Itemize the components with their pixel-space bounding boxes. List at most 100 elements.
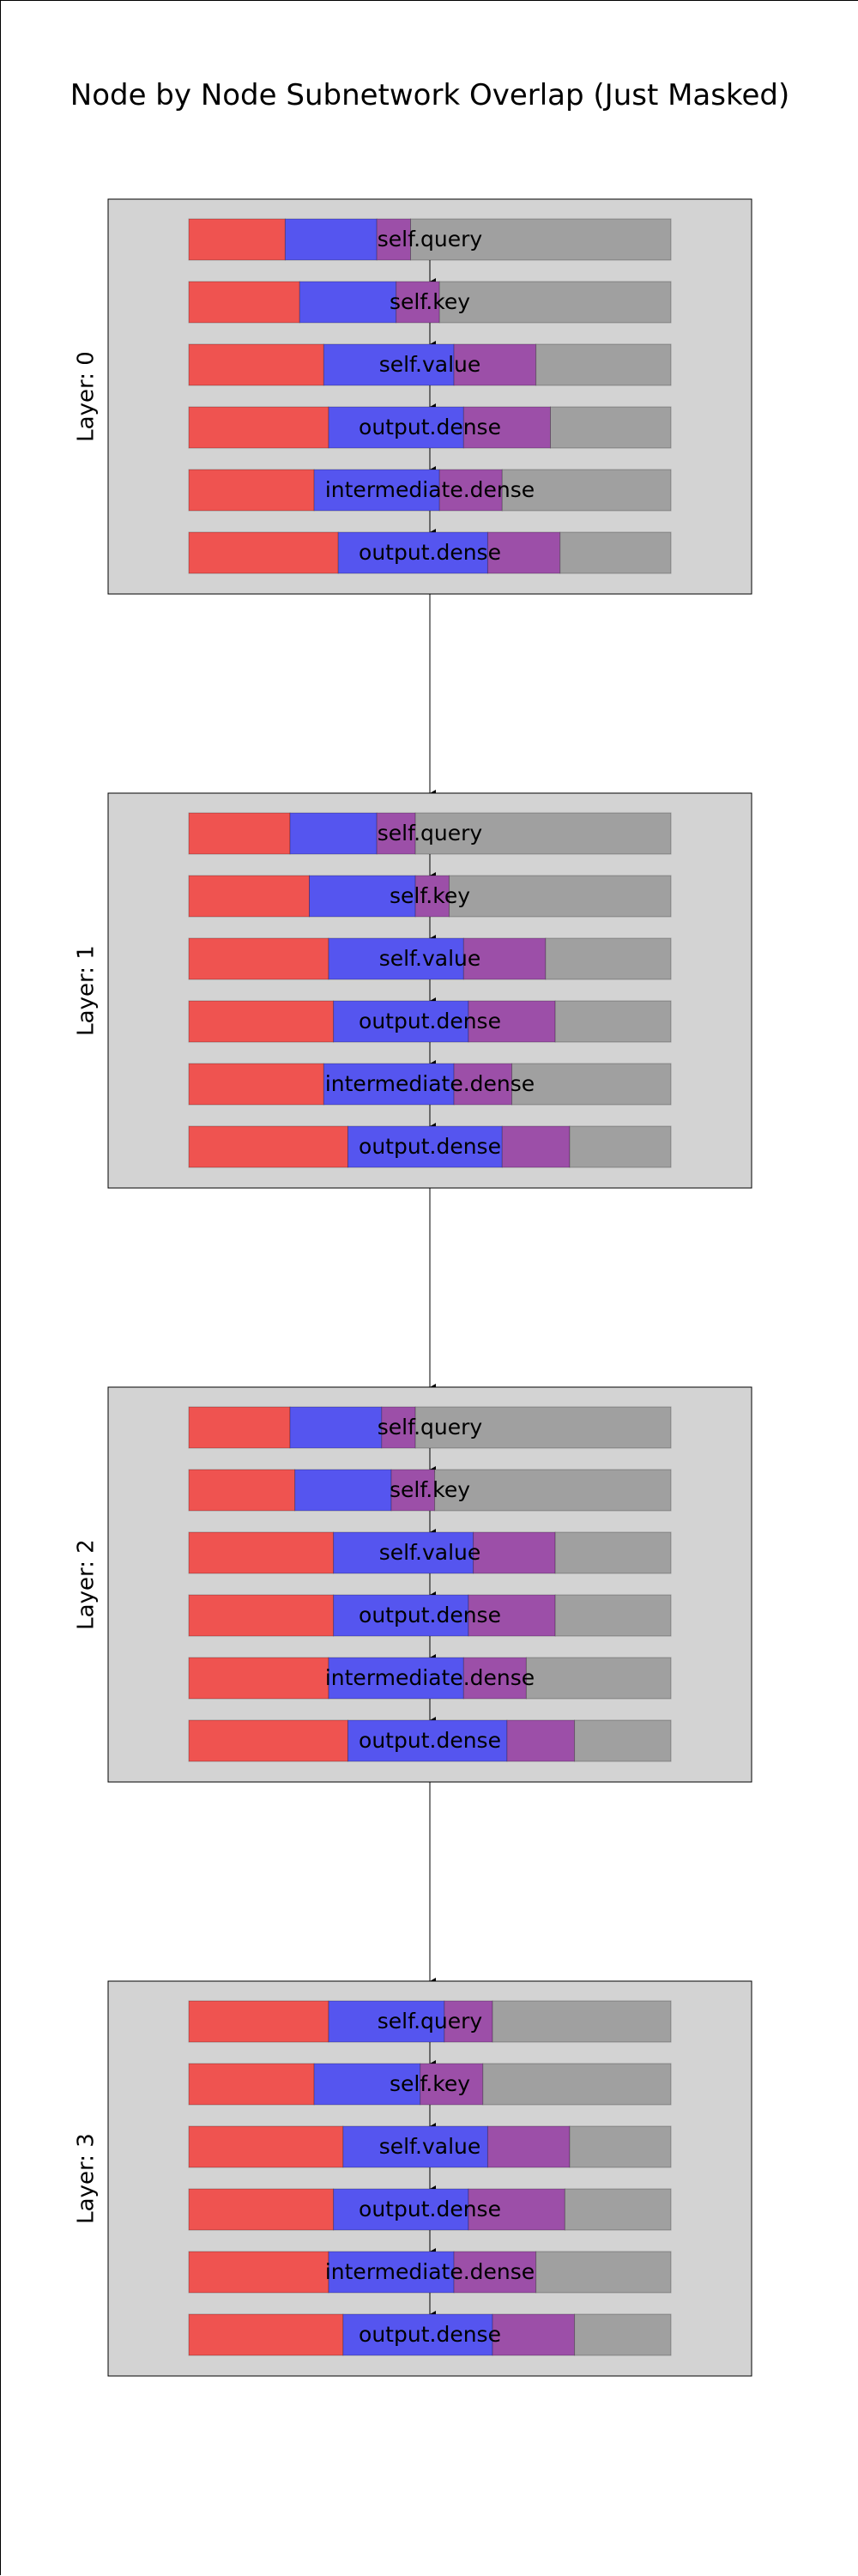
bar-segment-only-a xyxy=(188,1594,335,1637)
bar-segment-only-a xyxy=(188,2313,344,2356)
layer-label: Layer: 1 xyxy=(74,945,100,1036)
bar-segment-only-a xyxy=(188,343,324,386)
module-label: self.key xyxy=(390,289,470,314)
bar-segment-only-a xyxy=(188,875,310,918)
bar-segment-neither xyxy=(434,1469,672,1512)
module-label: self.query xyxy=(378,227,483,252)
bar-segment-only-a xyxy=(188,2000,329,2043)
bar-segment-only-a xyxy=(188,812,291,855)
bar-segment-only-a xyxy=(188,937,329,980)
bar-segment-only-a xyxy=(188,406,329,449)
layer-panel-3: Layer: 3 self.query self.key self.value outp… xyxy=(74,1980,752,2377)
bar-segment-neither xyxy=(535,2251,672,2294)
bar-segment-only-b xyxy=(328,2251,455,2294)
bar-segment-neither xyxy=(438,281,672,324)
bar-segment-only-b xyxy=(284,218,378,261)
bar-segment-only-b xyxy=(309,875,416,918)
bar-segment-neither xyxy=(569,1125,672,1168)
bar-segment-only-a xyxy=(188,1719,348,1762)
bar-segment-only-a xyxy=(188,1063,324,1106)
figure-title: Node by Node Subnetwork Overlap (Just Ma… xyxy=(69,78,790,112)
bar-segment-only-b xyxy=(333,1531,474,1574)
bar-segment-neither xyxy=(501,469,672,512)
bar-segment-overlap xyxy=(462,937,547,980)
bar-segment-only-b xyxy=(337,531,488,574)
layer-label: Layer: 2 xyxy=(74,1539,100,1630)
layer-label: Layer: 3 xyxy=(74,2133,100,2224)
bar-segment-only-a xyxy=(188,2188,335,2231)
bar-segment-overlap xyxy=(381,1406,416,1449)
bar-segment-overlap xyxy=(453,343,537,386)
bar-segment-only-b xyxy=(342,2313,493,2356)
module-label: self.value xyxy=(379,946,481,971)
module-label: self.key xyxy=(390,883,470,908)
bar-segment-only-a xyxy=(188,1469,296,1512)
bar-segment-neither xyxy=(448,875,672,918)
module-label: intermediate.dense xyxy=(325,2259,535,2284)
module-label: self.value xyxy=(379,1540,481,1565)
bar-segment-only-b xyxy=(328,1657,464,1700)
bar-segment-neither xyxy=(511,1063,672,1106)
module-label: self.query xyxy=(378,821,483,846)
bar-segment-only-a xyxy=(188,2063,315,2106)
bar-segment-neither xyxy=(414,812,672,855)
bar-segment-only-b xyxy=(299,281,397,324)
module-label: intermediate.dense xyxy=(325,1071,535,1096)
module-label: self.key xyxy=(390,1477,470,1502)
module-label: output.dense xyxy=(359,540,501,565)
bar-segment-only-b xyxy=(289,1406,383,1449)
bar-segment-overlap xyxy=(453,1063,513,1106)
bar-segment-only-a xyxy=(188,531,339,574)
bar-segment-overlap xyxy=(376,812,416,855)
bar-segment-neither xyxy=(535,343,672,386)
bar-segment-overlap xyxy=(414,875,450,918)
bar-segment-only-a xyxy=(188,1000,335,1043)
bar-segment-only-b xyxy=(342,2125,488,2168)
module-label: self.value xyxy=(379,2134,481,2159)
bar-segment-neither xyxy=(554,1531,672,1574)
module-label: output.dense xyxy=(359,1134,501,1159)
bar-segment-neither xyxy=(492,2000,672,2043)
bar-segment-neither xyxy=(564,2188,672,2231)
layer-panel-2: Layer: 2 self.query self.key self.value outp… xyxy=(74,1386,752,1783)
bar-segment-only-b xyxy=(333,2188,469,2231)
bar-segment-only-b xyxy=(333,1000,469,1043)
bar-segment-only-b xyxy=(323,343,455,386)
bar-segment-only-a xyxy=(188,1406,291,1449)
module-label: output.dense xyxy=(359,1728,501,1753)
bar-segment-only-a xyxy=(188,218,286,261)
module-label: output.dense xyxy=(359,415,501,439)
bar-segment-overlap xyxy=(420,2063,484,2106)
bar-segment-only-a xyxy=(188,469,315,512)
bar-segment-only-b xyxy=(328,937,464,980)
module-label: output.dense xyxy=(359,2197,501,2221)
module-label: output.dense xyxy=(359,2322,501,2347)
bar-segment-overlap xyxy=(444,2000,493,2043)
bar-segment-only-a xyxy=(188,2251,329,2294)
bar-segment-neither xyxy=(559,531,672,574)
bar-segment-neither xyxy=(569,2125,672,2168)
bar-segment-neither xyxy=(525,1657,672,1700)
bar-segment-only-a xyxy=(188,1531,335,1574)
bar-segment-only-b xyxy=(328,406,464,449)
bar-segment-overlap xyxy=(468,1000,556,1043)
bar-segment-overlap xyxy=(492,2313,576,2356)
bar-segment-overlap xyxy=(376,218,412,261)
module-label: self.query xyxy=(378,1415,483,1440)
layer-panel-1: Layer: 1 self.query self.key self.value outp… xyxy=(74,792,752,1189)
bar-segment-only-b xyxy=(289,812,378,855)
bar-segment-overlap xyxy=(462,1657,527,1700)
bar-segment-neither xyxy=(554,1594,672,1637)
module-label: self.key xyxy=(390,2071,470,2096)
bar-segment-neither xyxy=(574,2313,672,2356)
bar-segment-neither xyxy=(482,2063,672,2106)
module-label: intermediate.dense xyxy=(325,477,535,502)
bar-segment-only-b xyxy=(328,2000,445,2043)
bar-segment-overlap xyxy=(473,1531,556,1574)
bar-segment-neither xyxy=(574,1719,672,1762)
bar-segment-only-a xyxy=(188,281,300,324)
bar-segment-overlap xyxy=(453,2251,537,2294)
bar-segment-only-b xyxy=(347,1719,508,1762)
bar-segment-overlap xyxy=(462,406,552,449)
